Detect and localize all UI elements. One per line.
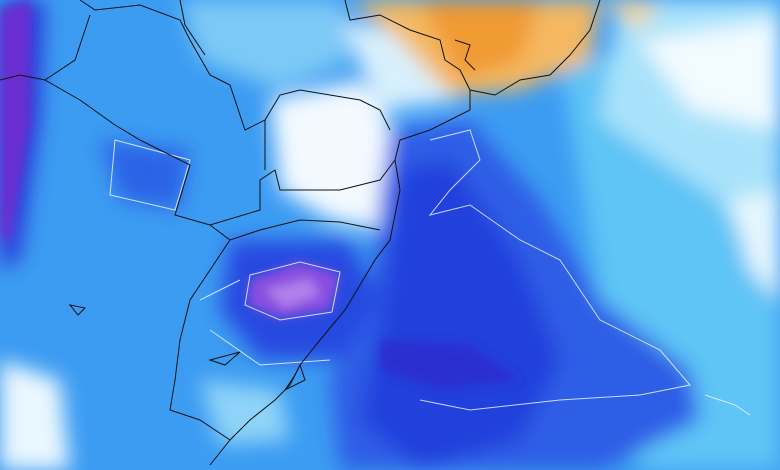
- borders-coastline: [0, 0, 601, 466]
- contour-lines: [109, 129, 751, 416]
- field-core: [0, 0, 520, 390]
